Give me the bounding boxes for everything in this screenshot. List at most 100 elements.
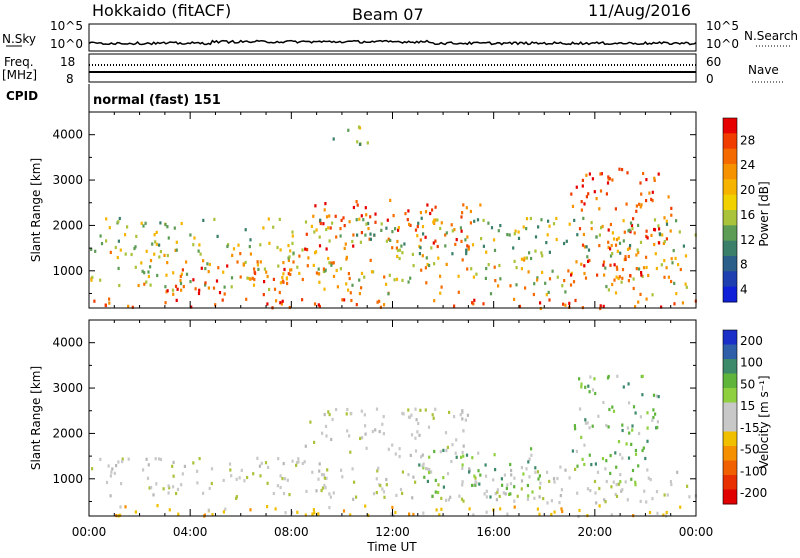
echo-cell — [624, 480, 627, 484]
echo-cell — [331, 221, 334, 225]
x-tick-label: 00:00 — [679, 525, 714, 539]
echo-cell — [589, 375, 592, 379]
echo-cell — [162, 487, 165, 491]
echo-cell — [540, 251, 543, 255]
echo-cell — [352, 205, 355, 210]
echo-cell — [607, 288, 610, 292]
echo-cell — [575, 449, 578, 453]
colorbar-frame — [722, 329, 738, 505]
echo-cell — [182, 285, 185, 289]
echo-cell — [607, 425, 610, 429]
echo-cell — [282, 272, 285, 276]
echo-cell — [408, 222, 411, 226]
echo-cell — [619, 473, 622, 477]
echo-cell — [117, 460, 120, 464]
echo-cell — [633, 231, 636, 235]
echo-cell — [593, 377, 596, 381]
echo-cell — [624, 257, 627, 261]
echo-cell — [325, 227, 328, 232]
echo-cell — [611, 282, 614, 287]
echo-cell — [593, 190, 596, 194]
echo-cell — [382, 415, 385, 419]
echo-cell — [153, 252, 156, 256]
echo-cell — [509, 462, 512, 467]
echo-cell — [657, 224, 660, 228]
echo-cell — [480, 237, 483, 241]
echo-cell — [120, 482, 123, 486]
echo-cell — [282, 261, 285, 265]
echo-cell — [604, 266, 607, 270]
echo-cell — [641, 274, 644, 279]
echo-cell — [472, 302, 475, 306]
echo-cell — [230, 474, 233, 478]
echo-cell — [235, 495, 238, 499]
colorbar-tick-label: -15 — [740, 421, 760, 435]
echo-cell — [634, 448, 637, 453]
echo-cell — [440, 221, 443, 225]
echo-cell — [289, 272, 292, 277]
echo-cell — [373, 233, 376, 237]
echo-cell — [653, 178, 656, 182]
echo-cell — [611, 231, 614, 235]
echo-cell — [673, 281, 676, 285]
echo-cell — [591, 424, 594, 428]
echo-cell — [510, 468, 513, 473]
echo-cell — [173, 226, 176, 230]
echo-cell — [509, 492, 512, 496]
echo-cell — [140, 261, 143, 265]
echo-cell — [461, 211, 464, 215]
echo-cell — [426, 203, 429, 207]
echo-cell — [409, 453, 412, 457]
echo-cell — [311, 470, 314, 474]
echo-cell — [442, 448, 445, 452]
echo-cell — [645, 265, 648, 270]
echo-cell — [421, 254, 424, 258]
echo-cell — [455, 238, 458, 242]
echo-cell — [494, 468, 497, 472]
echo-cell — [427, 425, 431, 429]
echo-cell — [253, 267, 256, 271]
colorbar-segment — [723, 431, 737, 447]
echo-cell — [179, 274, 182, 278]
echo-cell — [635, 204, 638, 208]
beam-title: Beam 07 — [352, 5, 424, 24]
echo-cell — [639, 499, 642, 503]
echo-cell — [605, 459, 608, 463]
echo-cell — [310, 224, 313, 228]
echo-cell — [465, 453, 469, 457]
echo-cell — [286, 281, 289, 286]
echo-cell — [612, 409, 616, 413]
echo-cell — [472, 483, 475, 487]
echo-cell — [385, 477, 388, 482]
echo-cell — [296, 265, 299, 269]
echo-cell — [419, 408, 422, 412]
echo-cell — [498, 263, 501, 268]
echo-cell — [598, 486, 601, 491]
echo-cell — [127, 304, 130, 308]
x-tick-label: 20:00 — [578, 525, 613, 539]
echo-cell — [246, 475, 249, 480]
echo-cell — [286, 478, 289, 482]
echo-cell — [598, 244, 601, 248]
echo-cell — [145, 457, 148, 461]
echo-cell — [147, 274, 150, 279]
x-tick-label: 04:00 — [173, 525, 208, 539]
echo-cell — [525, 467, 528, 471]
echo-cell — [442, 476, 445, 480]
echo-cell — [485, 250, 488, 254]
echo-cell — [527, 460, 530, 464]
echo-cell — [618, 275, 621, 279]
echo-cell — [576, 233, 579, 237]
echo-cell — [134, 265, 137, 269]
echo-cell — [332, 491, 335, 495]
echo-cell — [335, 268, 338, 273]
echo-cell — [374, 220, 377, 224]
echo-cell — [284, 511, 287, 515]
echo-cell — [586, 255, 589, 259]
echo-cell — [124, 252, 127, 256]
echo-cell — [484, 463, 487, 467]
echo-cell — [621, 268, 625, 272]
echo-cell — [651, 293, 654, 297]
echo-cell — [208, 486, 211, 491]
echo-cell — [493, 265, 496, 269]
